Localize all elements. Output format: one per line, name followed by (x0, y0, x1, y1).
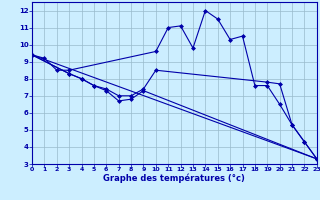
X-axis label: Graphe des températures (°c): Graphe des températures (°c) (103, 174, 245, 183)
